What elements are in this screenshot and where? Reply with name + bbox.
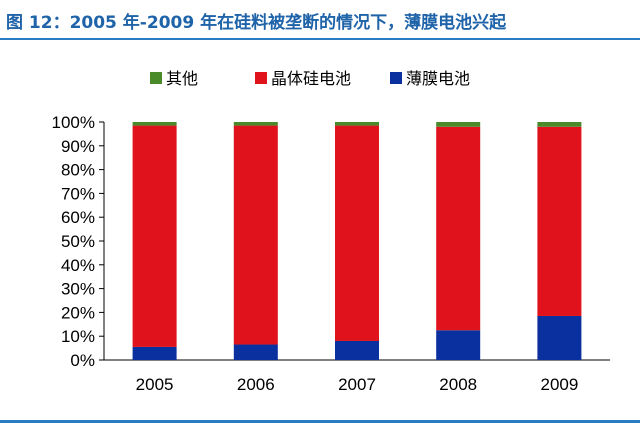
x-tick-label: 2008 xyxy=(439,375,477,394)
bar-segment xyxy=(233,122,278,126)
bars xyxy=(132,122,582,360)
y-tick-label: 50% xyxy=(61,232,95,251)
y-tick-label: 90% xyxy=(61,137,95,156)
y-tick-label: 80% xyxy=(61,161,95,180)
x-axis: 2005 2006 2007 2008 2009 xyxy=(104,359,610,394)
bar-segment xyxy=(537,315,582,360)
x-tick-label: 2006 xyxy=(237,375,275,394)
y-tick-label: 70% xyxy=(61,184,95,203)
bar-segment xyxy=(233,125,278,345)
bar-segment xyxy=(436,330,481,360)
bar-segment xyxy=(436,126,481,331)
y-tick-label: 100% xyxy=(52,113,95,132)
legend-label: 薄膜电池 xyxy=(406,69,470,88)
y-tick-label: 40% xyxy=(61,256,95,275)
legend-label: 其他 xyxy=(166,69,198,88)
x-tick-label: 2005 xyxy=(136,375,174,394)
stacked-bar-chart: 其他 晶体硅电池 薄膜电池 0% 10% 20% 30% 40% 50% 60% 70% 80% 90… xyxy=(52,69,610,394)
legend-label: 晶体硅电池 xyxy=(271,69,351,88)
bar-segment xyxy=(132,346,177,360)
legend-item: 其他 xyxy=(150,69,198,88)
bar-segment xyxy=(335,340,379,360)
bottom-divider xyxy=(0,420,640,423)
bar-segment xyxy=(335,125,379,341)
bar-segment xyxy=(436,122,481,127)
y-tick-label: 20% xyxy=(61,303,95,322)
legend-item: 晶体硅电池 xyxy=(255,69,351,88)
chart-legend: 其他 晶体硅电池 薄膜电池 xyxy=(150,69,470,88)
bar-segment xyxy=(335,122,379,126)
x-tick-label: 2007 xyxy=(338,375,376,394)
title-bar: 图 12：2005 年-2009 年在硅料被垄断的情况下，薄膜电池兴起 xyxy=(0,0,640,40)
legend-swatch xyxy=(390,72,402,84)
bar-segment xyxy=(537,126,582,316)
bar-segment xyxy=(537,122,582,127)
x-tick-label: 2009 xyxy=(540,375,578,394)
y-tick-label: 0% xyxy=(70,351,95,370)
legend-swatch xyxy=(255,72,267,84)
y-tick-label: 30% xyxy=(61,280,95,299)
legend-item: 薄膜电池 xyxy=(390,69,470,88)
y-axis: 0% 10% 20% 30% 40% 50% 60% 70% 80% 90% 100% xyxy=(52,113,105,370)
bar-segment xyxy=(233,344,278,360)
y-tick-label: 60% xyxy=(61,208,95,227)
legend-swatch xyxy=(150,72,162,84)
bar-segment xyxy=(132,122,177,126)
y-tick-label: 10% xyxy=(61,327,95,346)
bar-segment xyxy=(132,125,177,347)
page-title: 图 12：2005 年-2009 年在硅料被垄断的情况下，薄膜电池兴起 xyxy=(6,13,507,33)
